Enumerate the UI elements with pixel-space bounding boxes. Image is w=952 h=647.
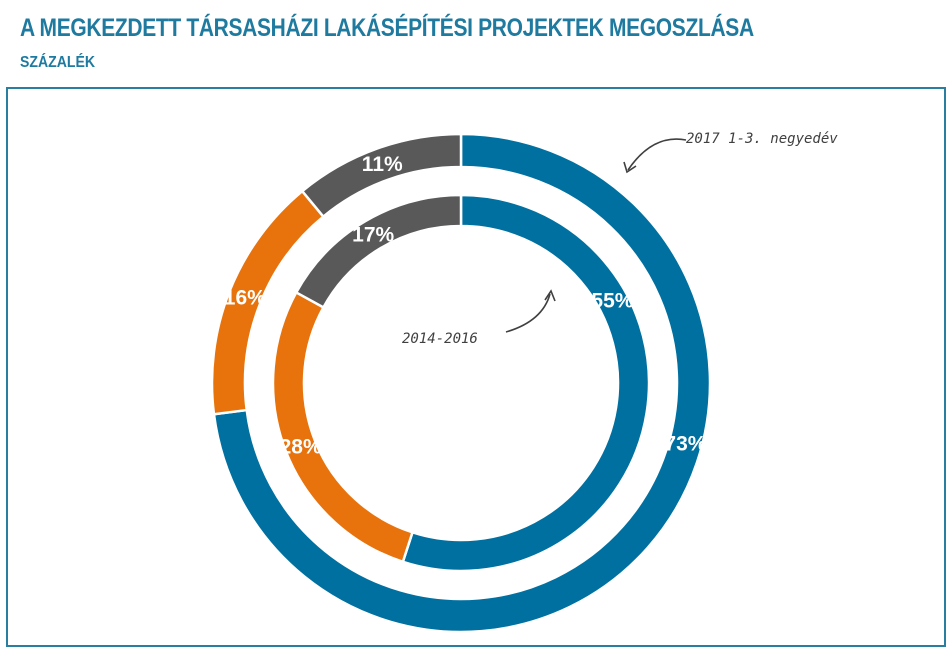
annotation-inner-arrow — [505, 293, 551, 333]
annotation-outer-arrowhead — [623, 161, 637, 174]
annotation-inner-arrowhead — [544, 289, 556, 302]
inner-segment-gray — [294, 193, 463, 310]
segment-labels: 73% 16% 11% 55% 28% 17% — [224, 153, 707, 458]
inner-ring — [271, 193, 651, 573]
inner-label-orange: 28% — [280, 436, 322, 459]
outer-ring — [210, 132, 712, 634]
annotation-inner-text: 2014-2016 — [402, 331, 478, 347]
chart-title: A MEGKEZDETT TÁRSASHÁZI LAKÁSÉPÍTÉSI PRO… — [20, 14, 754, 42]
inner-label-blue: 55% — [591, 289, 633, 312]
annotation-outer: 2017 1-3. negyedév — [623, 131, 838, 174]
outer-label-orange: 16% — [224, 286, 266, 309]
annotation-inner: 2014-2016 — [402, 289, 556, 347]
outer-segment-blue — [212, 132, 712, 634]
outer-label-blue: 73% — [664, 433, 706, 456]
annotation-outer-arrow — [627, 138, 687, 171]
inner-segment-blue — [401, 193, 651, 573]
annotation-outer-text: 2017 1-3. negyedév — [686, 131, 838, 147]
outer-label-gray: 11% — [362, 153, 403, 176]
inner-label-gray: 17% — [352, 224, 394, 247]
outer-segment-gray — [300, 132, 463, 219]
chart-subtitle: SZÁZALÉK — [20, 54, 96, 71]
